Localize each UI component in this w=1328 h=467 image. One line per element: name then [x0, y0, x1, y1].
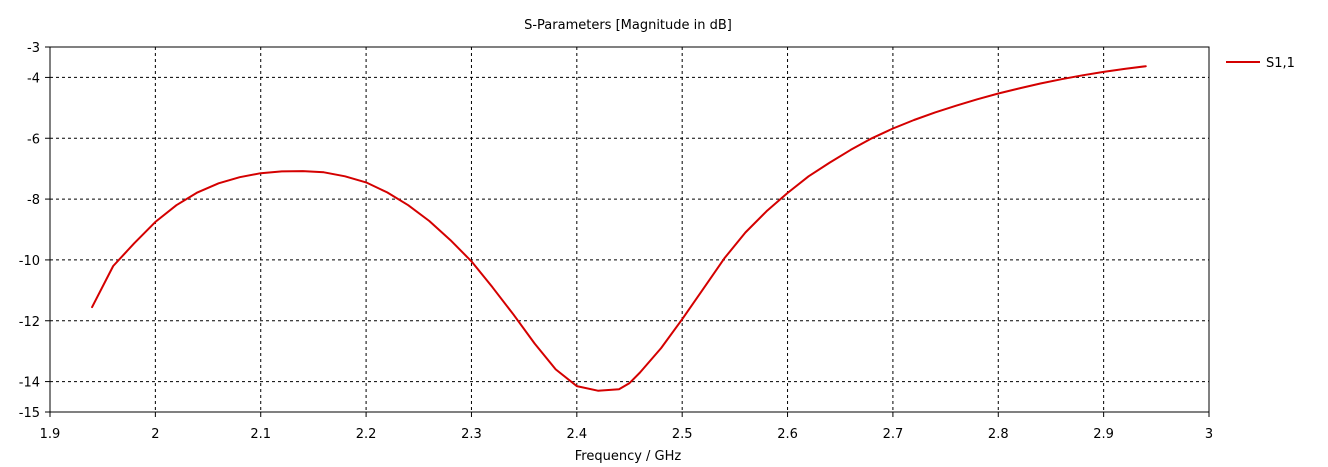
chart-title: S-Parameters [Magnitude in dB] — [524, 18, 732, 33]
y-tick-label: -6 — [27, 132, 40, 147]
y-axis-ticks: -3 -4 -6 -8 -10 -12 -14 -15 — [19, 41, 50, 421]
y-tick-label: -3 — [27, 41, 40, 56]
y-tick-label: -15 — [19, 406, 40, 421]
x-tick-label: 1.9 — [40, 427, 61, 442]
x-tick-label: 2.6 — [777, 427, 798, 442]
legend: S1,1 — [1226, 56, 1295, 71]
x-tick-label: 2.9 — [1093, 427, 1114, 442]
x-tick-label: 2.4 — [566, 427, 587, 442]
y-tick-label: -4 — [27, 71, 40, 86]
x-axis-ticks: 1.9 2 2.1 2.2 2.3 2.4 2.5 2.6 2.7 2.8 2.9 3 — [40, 412, 1213, 442]
y-tick-label: -12 — [19, 315, 40, 330]
x-axis-label: Frequency / GHz — [575, 449, 682, 464]
y-tick-label: -8 — [27, 193, 40, 208]
y-tick-label: -10 — [19, 254, 40, 269]
x-tick-label: 2.7 — [883, 427, 904, 442]
series-group — [91, 65, 1147, 392]
x-tick-label: 2 — [151, 427, 159, 442]
legend-label-s11: S1,1 — [1266, 56, 1295, 71]
series-line-s11 — [91, 65, 1147, 392]
y-tick-label: -14 — [19, 376, 40, 391]
x-tick-label: 2.8 — [988, 427, 1009, 442]
x-tick-label: 3 — [1205, 427, 1213, 442]
x-tick-label: 2.1 — [250, 427, 271, 442]
grid — [50, 47, 1209, 412]
x-tick-label: 2.2 — [356, 427, 377, 442]
x-tick-label: 2.5 — [672, 427, 693, 442]
x-tick-label: 2.3 — [461, 427, 482, 442]
plot-frame — [49, 46, 1210, 413]
